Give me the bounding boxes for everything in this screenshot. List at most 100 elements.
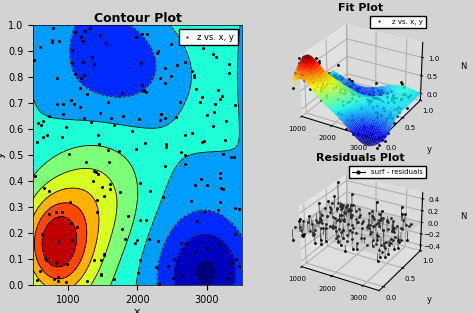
Point bbox=[162, 163, 169, 168]
Point bbox=[108, 115, 115, 121]
Point bbox=[210, 110, 218, 115]
Point bbox=[110, 123, 118, 128]
Point bbox=[198, 140, 205, 145]
Point bbox=[96, 33, 104, 38]
Point bbox=[83, 91, 91, 96]
Point bbox=[60, 111, 67, 116]
Point bbox=[137, 60, 145, 65]
Point bbox=[146, 189, 154, 194]
Point bbox=[157, 111, 164, 116]
Point bbox=[76, 85, 83, 90]
Point bbox=[132, 147, 140, 152]
Point bbox=[79, 60, 87, 65]
Legend: z vs. x, y: z vs. x, y bbox=[179, 29, 237, 45]
Y-axis label: y: y bbox=[0, 151, 5, 158]
Point bbox=[90, 168, 97, 173]
Point bbox=[181, 59, 188, 64]
Point bbox=[39, 134, 46, 139]
Point bbox=[188, 69, 196, 74]
Point bbox=[43, 132, 51, 137]
Point bbox=[46, 212, 53, 217]
Point bbox=[197, 100, 204, 105]
Point bbox=[235, 206, 243, 211]
Point bbox=[45, 114, 53, 119]
Point bbox=[104, 100, 112, 105]
Point bbox=[58, 135, 66, 140]
Point bbox=[136, 258, 144, 263]
Point bbox=[136, 117, 143, 122]
Point bbox=[192, 86, 200, 91]
Point bbox=[131, 240, 139, 245]
Point bbox=[80, 115, 88, 121]
Point bbox=[68, 47, 76, 52]
Point bbox=[222, 138, 229, 143]
Point bbox=[106, 187, 113, 192]
Point bbox=[100, 252, 108, 257]
Point bbox=[190, 75, 198, 80]
Point bbox=[49, 25, 56, 30]
Point bbox=[203, 113, 210, 118]
Point bbox=[216, 97, 224, 102]
Point bbox=[48, 39, 55, 44]
Point bbox=[226, 270, 234, 275]
Point bbox=[63, 262, 71, 267]
Point bbox=[94, 132, 102, 137]
Point bbox=[197, 176, 205, 181]
Point bbox=[200, 45, 207, 50]
Title: Contour Plot: Contour Plot bbox=[93, 12, 182, 25]
X-axis label: x: x bbox=[319, 311, 324, 313]
Point bbox=[211, 101, 219, 106]
Point bbox=[162, 144, 170, 149]
Point bbox=[71, 72, 78, 77]
Point bbox=[219, 151, 227, 156]
Point bbox=[217, 171, 224, 176]
Point bbox=[232, 257, 240, 262]
Point bbox=[91, 258, 98, 263]
Point bbox=[33, 278, 40, 283]
Point bbox=[104, 148, 111, 153]
Point bbox=[231, 232, 238, 237]
Point bbox=[156, 76, 164, 81]
Point bbox=[235, 264, 243, 269]
Point bbox=[30, 57, 38, 62]
Point bbox=[181, 133, 189, 138]
Y-axis label: y: y bbox=[427, 295, 432, 304]
Point bbox=[155, 281, 162, 286]
Point bbox=[100, 252, 108, 257]
Point bbox=[134, 270, 142, 275]
Point bbox=[182, 240, 190, 245]
Point bbox=[168, 41, 175, 46]
Point bbox=[80, 73, 87, 78]
Point bbox=[118, 226, 126, 231]
Point bbox=[228, 154, 235, 159]
Point bbox=[204, 182, 211, 187]
Point bbox=[40, 185, 48, 190]
Point bbox=[171, 256, 178, 261]
Point bbox=[34, 140, 41, 145]
Title: Residuals Plot: Residuals Plot bbox=[316, 153, 404, 163]
Point bbox=[202, 246, 210, 251]
Point bbox=[92, 170, 100, 175]
Point bbox=[88, 54, 96, 59]
Point bbox=[70, 101, 78, 106]
Point bbox=[212, 54, 220, 59]
Point bbox=[138, 31, 146, 36]
Point bbox=[52, 210, 60, 215]
Point bbox=[153, 51, 161, 56]
Point bbox=[93, 209, 100, 214]
Point bbox=[209, 123, 217, 128]
Point bbox=[145, 236, 153, 241]
Point bbox=[115, 148, 123, 153]
Point bbox=[154, 238, 162, 243]
Point bbox=[144, 32, 151, 37]
Point bbox=[232, 206, 239, 211]
Point bbox=[225, 71, 232, 76]
Point bbox=[230, 155, 237, 160]
Point bbox=[219, 186, 227, 191]
Point bbox=[42, 256, 49, 261]
Point bbox=[162, 65, 169, 70]
Point bbox=[50, 276, 57, 281]
Point bbox=[43, 258, 50, 263]
Legend: surf - residuals: surf - residuals bbox=[349, 166, 426, 178]
Point bbox=[219, 94, 226, 99]
